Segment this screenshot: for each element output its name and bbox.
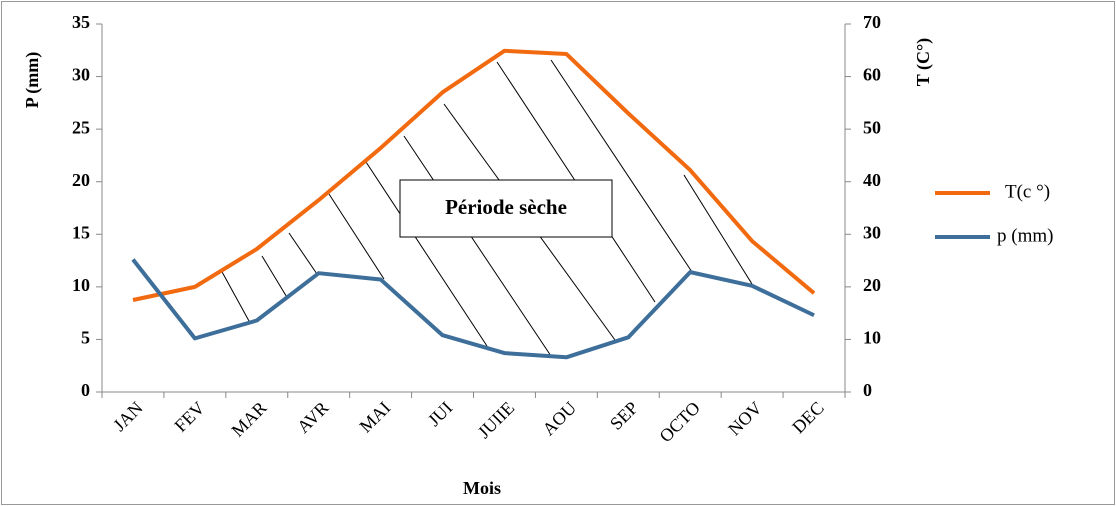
y2-tick-label: 70: [863, 12, 881, 32]
hatch-line: [683, 174, 753, 285]
hatch-line: [550, 59, 693, 273]
y-tick-label: 30: [72, 65, 90, 85]
hatch-line: [220, 269, 250, 322]
y2-tick-label: 10: [863, 328, 881, 348]
hatch-line: [328, 193, 385, 280]
y2-tick-label: 0: [863, 380, 872, 400]
data-line: [131, 258, 815, 360]
x-tick-label: FEV: [170, 398, 208, 436]
x-tick-label: SEP: [606, 398, 642, 434]
x-tick-label: MAI: [355, 398, 394, 437]
y-tick-label: 10: [72, 275, 90, 295]
y-tick-label: 15: [72, 222, 90, 242]
y2-tick-label: 50: [863, 117, 881, 137]
data-line: [132, 48, 816, 302]
x-tick-label: AOU: [538, 398, 580, 440]
y-tick-label: 0: [81, 380, 90, 400]
y2-tick-label: 40: [863, 170, 881, 190]
x-tick-label: JAN: [109, 398, 146, 435]
x-tick-label: DEC: [788, 398, 828, 438]
y2-tick-label: 60: [863, 65, 881, 85]
x-tick-label: JUI: [424, 398, 457, 431]
x-axis-label: Mois: [463, 478, 501, 498]
annotation: Période sèche: [445, 195, 567, 219]
x-tick-label: MAR: [227, 398, 270, 441]
hatch-line: [261, 255, 289, 300]
y2-tick-label: 30: [863, 222, 881, 242]
y-tick-label: 35: [72, 12, 90, 32]
x-tick-label: OCTO: [655, 398, 704, 447]
x-tick-label: JUIIE: [474, 398, 519, 443]
x-tick-label: NOV: [724, 398, 766, 440]
x-tick-label: AVR: [293, 398, 332, 437]
y-tick-label: 5: [81, 328, 90, 348]
hatch-line: [403, 135, 552, 357]
legend-label: T(c °): [1005, 181, 1050, 202]
y-tick-label: 20: [72, 170, 90, 190]
hatch-line: [365, 161, 488, 347]
annotation-box: [399, 179, 613, 238]
y-tick-label: 25: [72, 117, 90, 137]
y2-axis-label: T (C°): [913, 38, 934, 86]
y-axis-label: P (mm): [22, 52, 43, 108]
hatch-line: [288, 232, 318, 275]
y2-tick-label: 20: [863, 275, 881, 295]
legend-label: p (mm): [997, 225, 1053, 246]
